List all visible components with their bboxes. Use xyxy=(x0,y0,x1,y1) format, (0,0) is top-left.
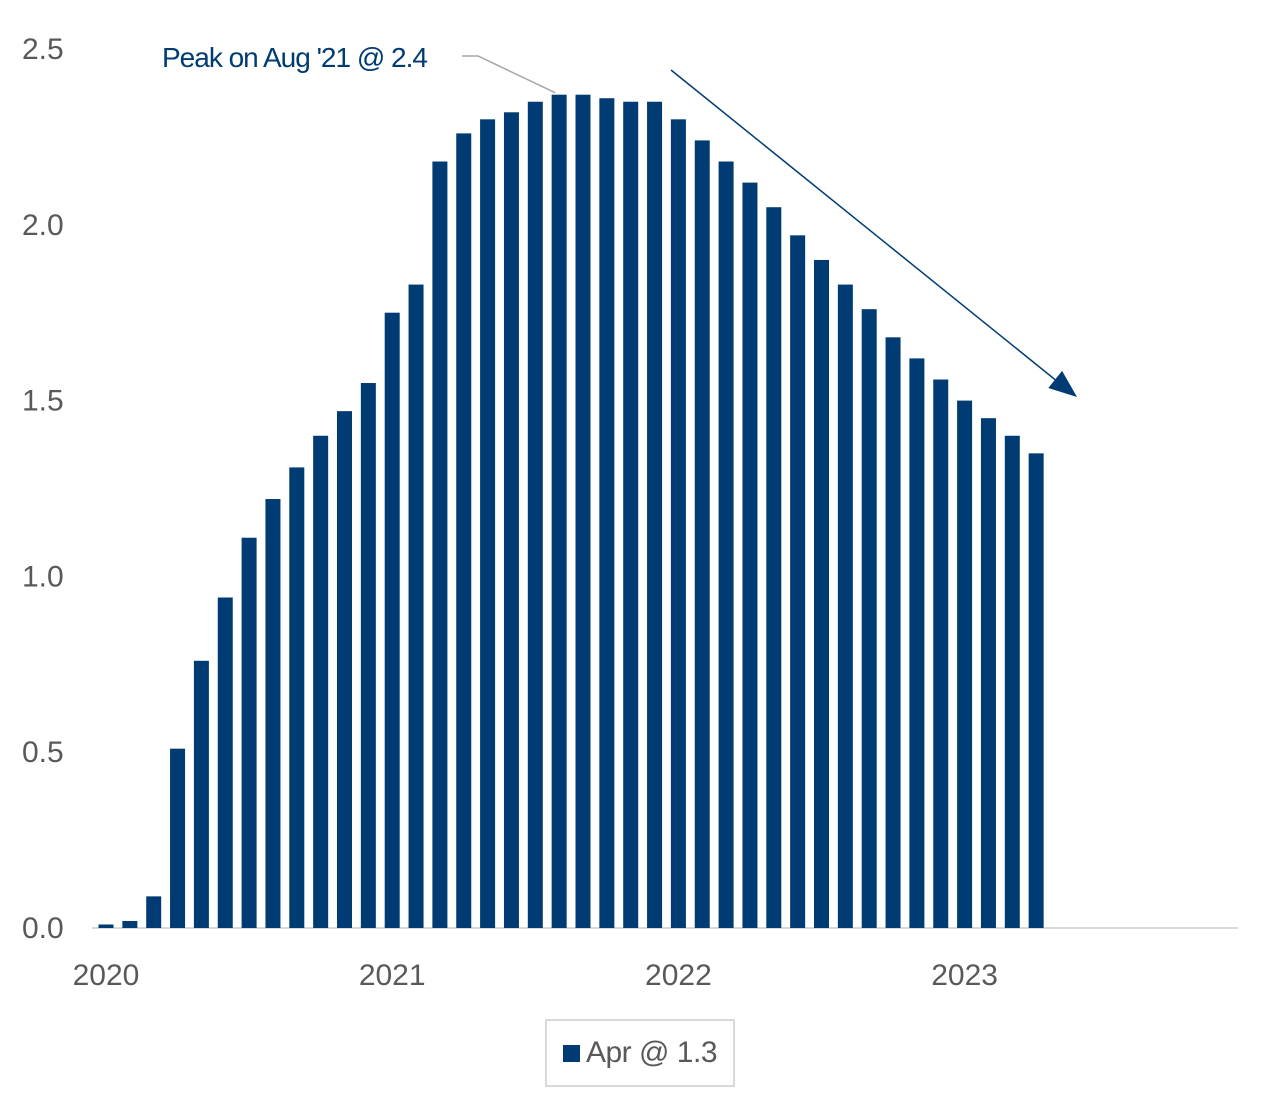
bar xyxy=(1028,453,1044,928)
bar xyxy=(861,309,877,929)
bar xyxy=(146,896,162,928)
bar xyxy=(814,259,829,929)
trend-arrow-line xyxy=(670,69,1064,387)
bar xyxy=(885,337,901,928)
bar xyxy=(694,140,710,928)
bar xyxy=(623,101,639,929)
y-tick-label: 2.0 xyxy=(22,209,64,242)
bar xyxy=(480,119,496,928)
bar xyxy=(337,411,352,928)
bar xyxy=(170,748,186,928)
bar xyxy=(265,499,281,928)
x-tick-label: 2020 xyxy=(73,959,140,992)
bar xyxy=(742,182,758,928)
bar xyxy=(957,400,973,929)
bar xyxy=(575,94,591,928)
legend-label: Apr @ 1.3 xyxy=(585,1036,718,1069)
trend-arrow-head xyxy=(1048,370,1077,397)
bar xyxy=(647,101,663,929)
y-tick-label: 0.0 xyxy=(22,912,64,945)
bar xyxy=(718,161,734,929)
bar xyxy=(527,101,543,929)
annotation-leader-line xyxy=(462,55,556,94)
x-tick-label: 2021 xyxy=(359,959,426,992)
bar xyxy=(384,312,400,928)
bar xyxy=(360,383,376,928)
bar xyxy=(837,284,853,928)
y-tick-label: 0.5 xyxy=(22,736,64,769)
y-tick-label: 1.0 xyxy=(22,560,64,593)
legend-swatch xyxy=(562,1044,580,1062)
bar xyxy=(193,660,209,928)
bar xyxy=(432,161,448,929)
bar xyxy=(313,435,329,928)
bar xyxy=(408,284,424,928)
bar xyxy=(766,207,782,929)
bar xyxy=(909,358,925,929)
bar xyxy=(289,467,305,928)
bar xyxy=(456,133,472,928)
x-tick-label: 2023 xyxy=(931,959,998,992)
bar xyxy=(933,379,949,928)
bar xyxy=(980,418,996,928)
bar xyxy=(670,119,686,928)
bar xyxy=(599,98,615,928)
bar xyxy=(241,537,257,928)
bar xyxy=(1004,435,1020,928)
y-tick-label: 2.5 xyxy=(22,33,64,66)
annotation-text: Peak on Aug '21 @ 2.4 xyxy=(162,42,427,73)
legend: Apr @ 1.3 xyxy=(545,1019,735,1087)
x-tick-label: 2022 xyxy=(645,959,712,992)
bar xyxy=(503,112,519,928)
bar xyxy=(217,597,233,928)
bar xyxy=(551,94,567,928)
bar xyxy=(98,924,114,928)
y-tick-label: 1.5 xyxy=(22,385,64,418)
bar xyxy=(122,920,138,928)
bar xyxy=(790,235,806,928)
